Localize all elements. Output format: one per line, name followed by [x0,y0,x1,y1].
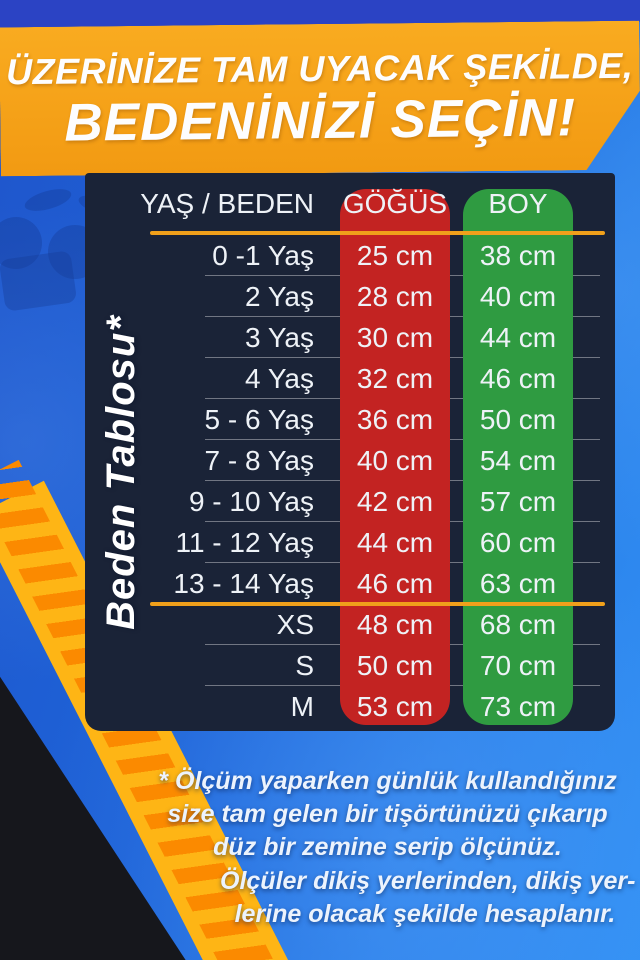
table-row: 5 - 6 Yaş 36 cm 50 cm [85,399,615,440]
note-line: düz bir zemine serip ölçünüz. [213,833,562,861]
chest-cell: 53 cm [356,690,434,722]
table-row: 13 - 14 Yaş 46 cm 63 cm [85,563,615,604]
table-row: 3 Yaş 30 cm 44 cm [85,317,615,358]
table-row: M 53 cm 73 cm [85,686,615,727]
age-size-cell: 4 Yaş [244,362,314,394]
height-cell: 70 cm [479,649,557,681]
decoration-shape [0,217,42,269]
age-size-cell: 5 - 6 Yaş [204,403,314,435]
header-height: BOY [488,188,548,219]
note-paragraph-1: * Ölçüm yaparken günlük kullandığınız si… [145,765,630,864]
chest-cell: 25 cm [356,239,434,271]
note-line: lerine olacak şekilde hesaplanır. [234,900,616,928]
height-cell: 38 cm [479,239,557,271]
chest-cell: 40 cm [356,444,434,476]
age-size-cell: 9 - 10 Yaş [188,485,314,517]
age-size-cell: XS [276,608,314,640]
table-rows: 0 -1 Yaş 25 cm 38 cm 2 Yaş 28 cm 40 cm 3 Yaş 30… [85,235,615,727]
height-cell: 44 cm [479,321,557,353]
header-banner: ÜZERİNİZE TAM UYACAK ŞEKİLDE, BEDENİNİZİ… [0,21,640,177]
header-age-size: YAŞ / BEDEN [140,188,314,219]
height-cell: 54 cm [479,444,557,476]
table-row: 2 Yaş 28 cm 40 cm [85,276,615,317]
height-cell: 50 cm [479,403,557,435]
table-row: 9 - 10 Yaş 42 cm 57 cm [85,481,615,522]
height-cell: 60 cm [479,526,557,558]
height-cell: 73 cm [479,690,557,722]
age-size-cell: 11 - 12 Yaş [175,526,314,558]
chest-cell: 30 cm [356,321,434,353]
note-line: size tam gelen bir tişörtünüzü çıkarıp [167,800,608,828]
height-cell: 57 cm [479,485,557,517]
note-line: Ölçüler dikiş yerlerinden, dikiş yer- [220,867,636,895]
chest-cell: 28 cm [356,280,434,312]
table-header-row: YAŞ / BEDEN GÖĞÜS BOY [85,173,615,235]
chest-cell: 48 cm [356,608,434,640]
height-cell: 63 cm [479,567,557,599]
table-row: 11 - 12 Yaş 44 cm 60 cm [85,522,615,563]
chest-cell: 50 cm [356,649,434,681]
chest-cell: 44 cm [356,526,434,558]
chest-cell: 32 cm [356,362,434,394]
table-row: 4 Yaş 32 cm 46 cm [85,358,615,399]
side-vertical-title: Beden Tablosu* [85,195,157,750]
side-title-text: Beden Tablosu* [98,315,143,630]
age-size-cell: 13 - 14 Yaş [173,567,314,599]
header-chest: GÖĞÜS [342,188,448,219]
age-size-cell: 3 Yaş [244,321,314,353]
decoration-shape [22,184,74,216]
chest-cell: 42 cm [356,485,434,517]
age-size-cell: 0 -1 Yaş [212,239,314,271]
table-row: S 50 cm 70 cm [85,645,615,686]
kids-adult-separator-line [150,602,605,606]
age-size-cell: S [295,649,314,681]
height-column-band [463,189,573,725]
chest-cell: 36 cm [356,403,434,435]
chest-column-band [340,189,450,725]
age-size-cell: 2 Yaş [244,280,314,312]
age-size-cell: M [290,690,314,722]
note-line: * Ölçüm yaparken günlük kullandığınız [158,767,617,795]
table-row: 7 - 8 Yaş 40 cm 54 cm [85,440,615,481]
height-cell: 46 cm [479,362,557,394]
size-table-panel: YAŞ / BEDEN GÖĞÜS BOY 0 -1 Yaş 25 cm 38 cm… [85,173,615,731]
height-cell: 68 cm [479,608,557,640]
banner-title-line2: BEDENİNİZİ SEÇİN! [64,87,577,153]
age-size-cell: 7 - 8 Yaş [204,444,314,476]
table-row: XS 48 cm 68 cm [85,604,615,645]
table-row: 0 -1 Yaş 25 cm 38 cm [85,235,615,276]
measurement-note: * Ölçüm yaparken günlük kullandığınız si… [145,765,636,931]
header-underline [150,231,605,235]
height-cell: 40 cm [479,280,557,312]
decoration-shape [0,250,78,312]
chest-cell: 46 cm [356,567,434,599]
banner-title-line1: ÜZERİNİZE TAM UYACAK ŞEKİLDE, [5,44,634,92]
note-paragraph-2: Ölçüler dikiş yerlerinden, dikiş yer- le… [220,865,636,931]
